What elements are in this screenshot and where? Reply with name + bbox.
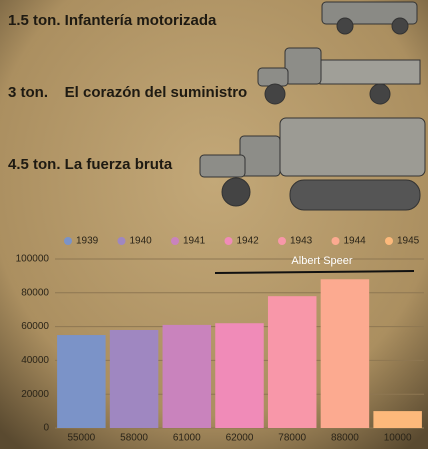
legend-swatch — [171, 237, 179, 245]
x-tick-label: 88000 — [331, 433, 359, 444]
y-tick-label: 0 — [43, 423, 49, 434]
annotation: Albert Speer — [291, 255, 352, 267]
bar — [373, 411, 422, 428]
x-tick-label: 58000 — [120, 433, 148, 444]
legend-label: 1942 — [237, 236, 260, 247]
legend-swatch — [331, 237, 340, 245]
annotation-line — [214, 270, 415, 274]
legend-swatch — [278, 237, 286, 245]
y-tick-label: 60000 — [21, 321, 49, 332]
legend-swatch — [385, 237, 393, 245]
legend-label: 1939 — [76, 236, 99, 247]
legend-swatch — [117, 237, 126, 245]
legend-label: 1944 — [344, 236, 367, 247]
bar — [215, 323, 264, 428]
bar — [57, 335, 106, 428]
truck-medium — [257, 47, 421, 105]
x-tick-label: 78000 — [278, 433, 306, 444]
truck-halftrack — [199, 117, 426, 211]
legend-label: 1945 — [397, 236, 420, 247]
x-tick-label: 62000 — [226, 433, 254, 444]
heading: 1.5 ton. Infantería motorizada — [8, 12, 217, 29]
x-tick-label: 61000 — [173, 433, 201, 444]
y-tick-label: 100000 — [16, 254, 50, 265]
bar — [320, 279, 370, 428]
bar — [162, 324, 212, 428]
truck-small — [321, 1, 418, 35]
y-tick-label: 80000 — [21, 287, 49, 298]
y-tick-label: 20000 — [21, 389, 49, 400]
x-tick-label: 10000 — [384, 433, 412, 444]
legend-label: 1941 — [183, 236, 206, 247]
heading: 4.5 ton. La fuerza bruta — [8, 156, 173, 173]
legend-swatch — [64, 237, 72, 245]
bar — [109, 329, 159, 428]
legend-label: 1940 — [130, 236, 153, 247]
legend-swatch — [224, 237, 233, 245]
heading: 3 ton. El corazón del suministro — [8, 84, 247, 101]
y-tick-label: 40000 — [21, 355, 49, 366]
bar — [267, 296, 317, 428]
x-tick-label: 55000 — [67, 433, 95, 444]
legend-label: 1943 — [290, 236, 313, 247]
